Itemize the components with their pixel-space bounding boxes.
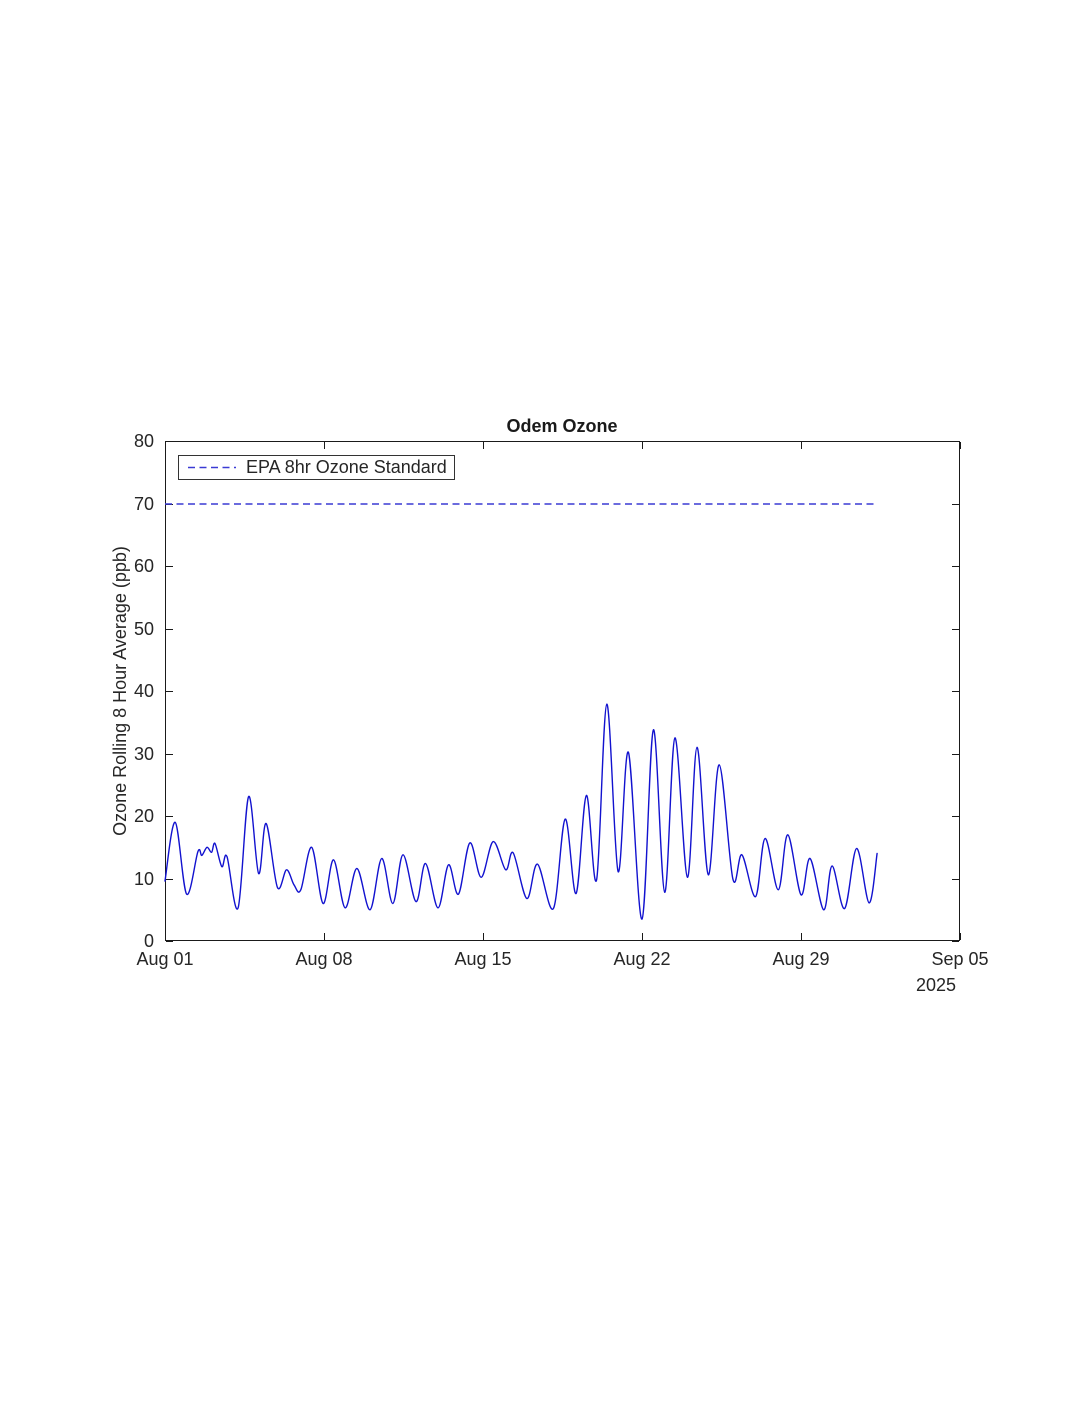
x-tick-label: Aug 08 [295,949,353,969]
y-tick-label: 10 [133,868,154,889]
y-tick-label: 70 [133,493,154,514]
y-tick-label: 30 [133,743,154,764]
chart-title: Odem Ozone [506,416,618,436]
y-tick-label: 20 [133,806,154,826]
x-tick-label: Aug 15 [454,949,512,969]
x-tick-label: Aug 01 [136,949,194,969]
legend: EPA 8hr Ozone Standard [178,455,455,480]
x-tick-label: Aug 22 [613,949,671,969]
legend-dashed-line-sample [188,466,236,469]
x-tick-label: Aug 29 [772,949,830,969]
axes-box [165,441,960,941]
y-tick-label: 80 [133,431,154,451]
y-tick-label: 40 [133,681,154,701]
legend-label: EPA 8hr Ozone Standard [246,457,447,477]
ozone-data-line [164,703,878,920]
x-tick-label: Sep 05 [931,949,989,969]
y-tick-label: 50 [133,618,154,639]
y-tick-label: 0 [143,931,154,951]
y-tick-label: 60 [133,556,154,576]
x-axis-year-label: 2025 [915,975,957,995]
